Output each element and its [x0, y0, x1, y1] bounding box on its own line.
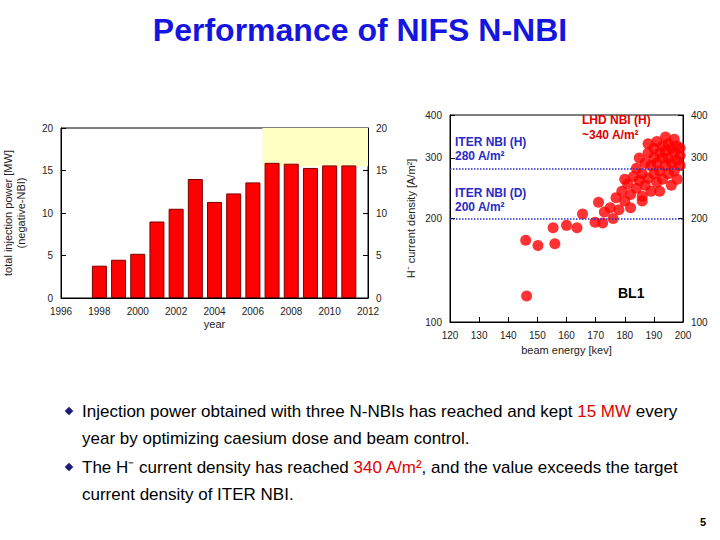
svg-text:2008: 2008 [280, 306, 303, 317]
svg-text:2002: 2002 [165, 306, 188, 317]
svg-text:150: 150 [529, 330, 546, 341]
svg-text:100: 100 [425, 317, 442, 328]
svg-text:LHD NBI (H): LHD NBI (H) [582, 113, 651, 127]
svg-text:0: 0 [376, 293, 382, 304]
svg-text:130: 130 [471, 330, 488, 341]
svg-text:10: 10 [42, 208, 54, 219]
svg-text:200: 200 [425, 213, 442, 224]
svg-text:beam energy [kev]: beam energy [kev] [521, 344, 612, 356]
html-text:The H⁻ current density has rea: The H⁻ current density has reached 340 A… [82, 458, 678, 504]
svg-text:2000: 2000 [127, 306, 150, 317]
svg-text:200: 200 [691, 213, 708, 224]
svg-text:15: 15 [376, 165, 388, 176]
svg-text:2010: 2010 [319, 306, 342, 317]
svg-text:100: 100 [691, 317, 708, 328]
svg-text:300: 300 [691, 152, 708, 163]
svg-text:(negative-NBI): (negative-NBI) [15, 178, 27, 249]
svg-text:ITER NBI (D): ITER NBI (D) [455, 186, 526, 200]
svg-text:400: 400 [425, 110, 442, 121]
svg-text:0: 0 [47, 293, 53, 304]
svg-text:2006: 2006 [242, 306, 265, 317]
svg-text:~340 A/m²: ~340 A/m² [582, 128, 639, 142]
svg-text:180: 180 [616, 330, 633, 341]
svg-text:2012: 2012 [357, 306, 380, 317]
svg-text:200 A/m²: 200 A/m² [455, 200, 505, 214]
svg-text:BL1: BL1 [618, 285, 645, 301]
svg-text:120: 120 [442, 330, 459, 341]
svg-text:10: 10 [376, 208, 388, 219]
svg-text:5: 5 [47, 250, 53, 261]
svg-text:160: 160 [558, 330, 575, 341]
svg-text:300: 300 [425, 152, 442, 163]
svg-text:total injection power [MW]: total injection power [MW] [2, 150, 14, 276]
svg-text:15: 15 [42, 165, 54, 176]
svg-text:140: 140 [500, 330, 517, 341]
svg-text:5: 5 [376, 250, 382, 261]
svg-text:2004: 2004 [203, 306, 226, 317]
svg-text:year: year [204, 318, 226, 330]
svg-text:1998: 1998 [88, 306, 111, 317]
svg-text:20: 20 [42, 123, 54, 134]
svg-text:200: 200 [675, 330, 692, 341]
html-text:Injection power obtained with: Injection power obtained with three N-NB… [82, 402, 678, 448]
svg-text:170: 170 [587, 330, 604, 341]
svg-text:20: 20 [376, 123, 388, 134]
svg-text:280 A/m²: 280 A/m² [455, 149, 505, 163]
svg-text:400: 400 [691, 110, 708, 121]
svg-text:H⁻ current density [A/m²]: H⁻ current density [A/m²] [405, 159, 417, 279]
svg-text:ITER NBI (H): ITER NBI (H) [455, 135, 526, 149]
svg-text:190: 190 [646, 330, 663, 341]
html-text:Performance of NIFS N-NBI: Performance of NIFS N-NBI [152, 12, 568, 48]
html-text:5: 5 [699, 516, 706, 528]
svg-text:1996: 1996 [50, 306, 73, 317]
